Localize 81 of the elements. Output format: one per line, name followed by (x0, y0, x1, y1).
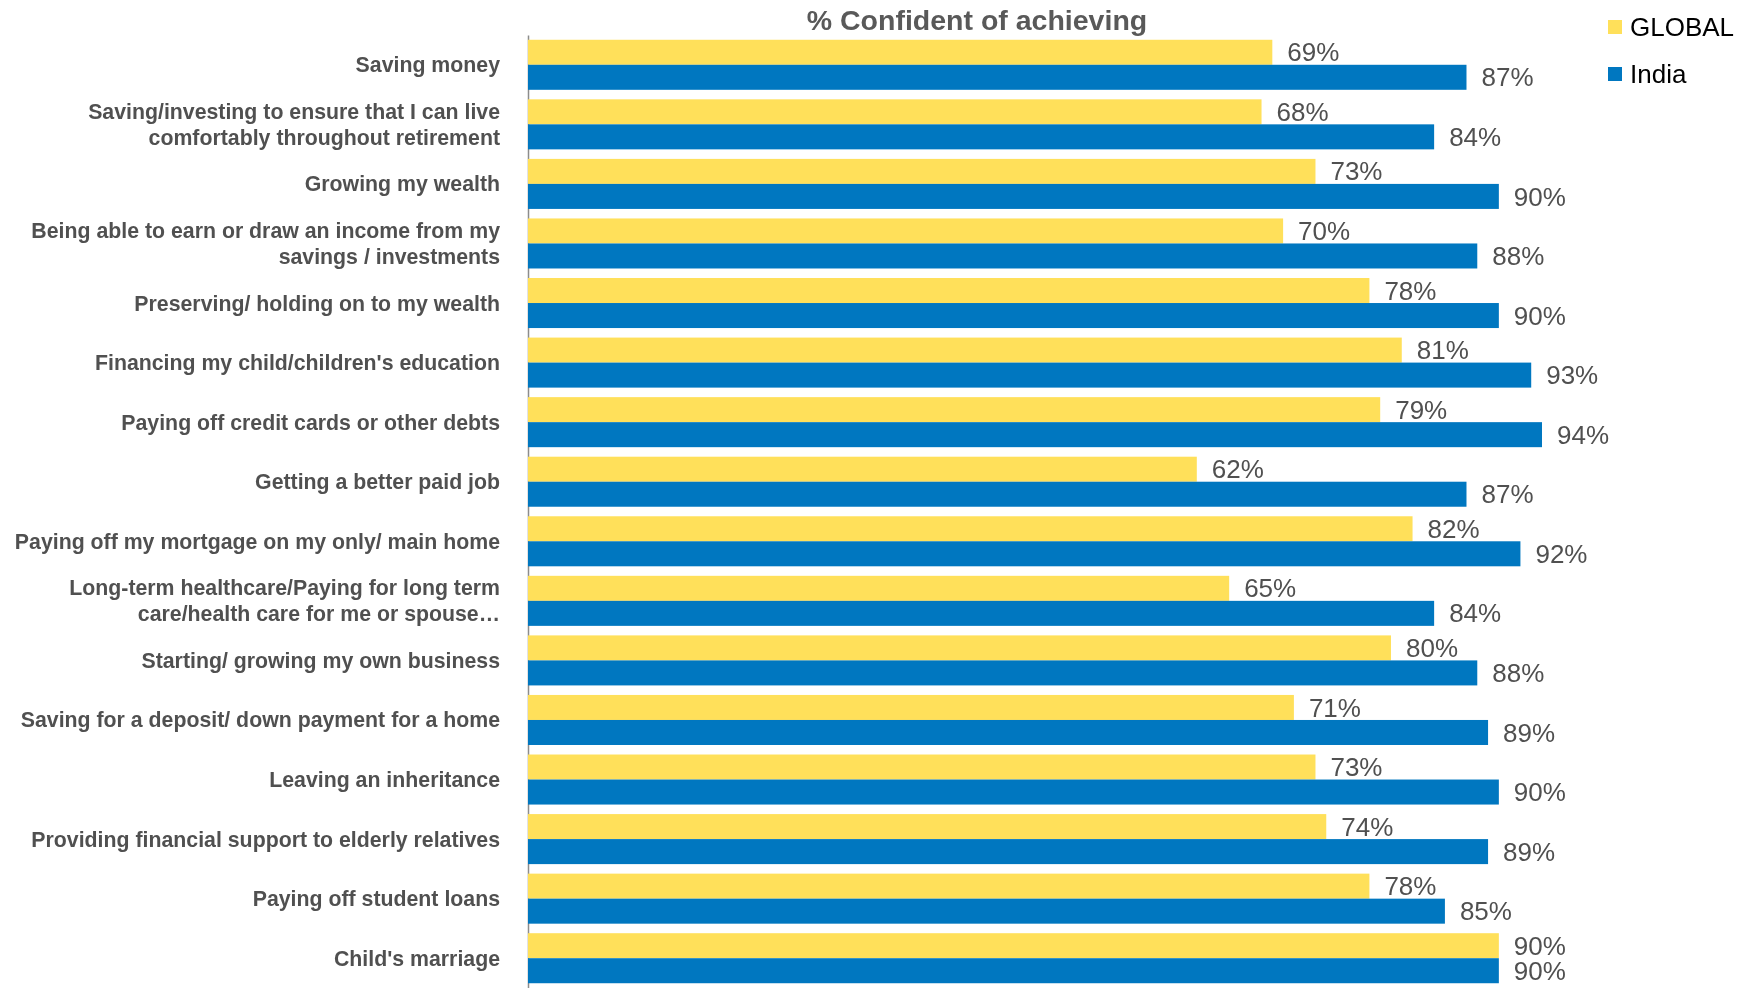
y-tick-label: Saving for a deposit/ down payment for a home (20, 708, 501, 733)
y-tick-label: Paying off my mortgage on my only/ main home (14, 529, 501, 554)
data-label: 92% (1535, 538, 1588, 569)
data-label: 81% (1416, 335, 1469, 366)
bar (528, 303, 1499, 329)
bar (528, 754, 1316, 780)
y-tick-label: Financing my child/children's education (94, 351, 500, 376)
bar (528, 814, 1327, 840)
data-label: 69% (1287, 37, 1340, 68)
data-label: 78% (1384, 275, 1437, 306)
legend-label: India (1630, 59, 1687, 90)
bar (528, 719, 1489, 745)
bar (528, 397, 1381, 423)
data-label: 94% (1557, 419, 1610, 450)
bar (528, 337, 1402, 363)
y-tick-label: Being able to earn or draw an income from my savings / investments (31, 218, 501, 269)
y-tick-label: Leaving an inheritance (269, 767, 501, 792)
bar (528, 873, 1370, 899)
bar (528, 243, 1478, 269)
data-label: 71% (1308, 692, 1361, 723)
data-label: 87% (1481, 479, 1534, 510)
y-tick-label: Long-term healthcare/Paying for long term care/health care for me or spouse… (69, 576, 500, 627)
bar (528, 124, 1435, 150)
data-label: 74% (1341, 811, 1394, 842)
bar (528, 933, 1499, 959)
y-tick-label: Saving money (355, 53, 501, 78)
y-tick-label: Paying off student loans (252, 887, 500, 912)
y-tick-label: Getting a better paid job (255, 470, 500, 495)
data-label: 65% (1244, 573, 1297, 604)
data-label: 73% (1330, 156, 1383, 187)
bar (528, 64, 1467, 90)
bar (528, 99, 1262, 125)
bar (528, 278, 1370, 304)
bar (528, 694, 1294, 720)
bar (528, 422, 1542, 448)
chart-title: % Confident of achieving (806, 4, 1148, 36)
y-tick-label: Providing financial support to elderly relatives (31, 827, 500, 852)
data-label: 78% (1384, 871, 1437, 902)
bar (528, 362, 1532, 388)
y-tick-label: Paying off credit cards or other debts (121, 410, 500, 435)
y-tick-label: Saving/investing to ensure that I can live comfortably throughout retirement (88, 99, 501, 150)
data-label: 90% (1513, 181, 1566, 212)
y-tick-label: Starting/ growing my own business (141, 648, 500, 673)
data-label: 84% (1449, 598, 1502, 629)
bar (528, 516, 1413, 542)
bar (528, 158, 1316, 184)
data-label: 82% (1427, 513, 1480, 544)
data-label: 80% (1405, 633, 1459, 663)
data-label: 89% (1503, 717, 1556, 748)
data-label: 88% (1492, 241, 1545, 272)
bar (528, 218, 1284, 244)
data-label: 70% (1298, 216, 1351, 247)
bar (528, 779, 1499, 805)
y-tick-label: Growing my wealth (304, 172, 500, 197)
y-tick-label: Preserving/ holding on to my wealth (134, 291, 500, 316)
bar (528, 541, 1521, 567)
data-label: 79% (1395, 394, 1448, 425)
bar (528, 660, 1478, 686)
bar (528, 839, 1489, 865)
data-label: 85% (1459, 896, 1512, 927)
data-label: 62% (1211, 454, 1264, 485)
data-label: 93% (1546, 360, 1599, 391)
data-label: 87% (1481, 62, 1534, 93)
bar (528, 456, 1197, 482)
bar (528, 958, 1499, 984)
bar (528, 481, 1467, 507)
data-label: 84% (1449, 121, 1502, 152)
y-tick-label: Child's marriage (333, 946, 501, 971)
bar (528, 183, 1499, 209)
legend-label: GLOBAL (1630, 12, 1735, 43)
data-label: 88% (1492, 658, 1545, 689)
bar (528, 600, 1435, 626)
data-label: 90% (1513, 300, 1566, 331)
bar (528, 575, 1230, 601)
data-label: 68% (1276, 96, 1329, 127)
data-label: 89% (1503, 836, 1556, 867)
bar (528, 898, 1445, 924)
bar (528, 635, 1391, 661)
bar (528, 39, 1273, 65)
data-label: 90% (1513, 777, 1566, 808)
data-label: 73% (1330, 752, 1383, 783)
